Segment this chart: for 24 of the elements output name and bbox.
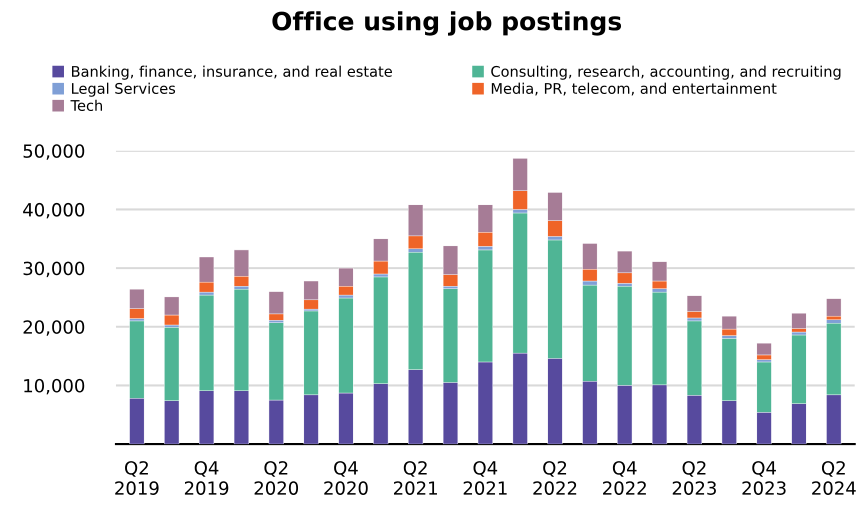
y-tick-label: 10,000 [24,378,84,394]
x-tick-label: Q4 2021 [464,461,507,495]
x-tick-label: Q2 2020 [254,461,298,495]
x-tick-label: Q4 2023 [742,461,786,495]
x-tick-label: Q2 2024 [812,461,856,495]
x-tick-label: Q2 2023 [672,461,716,495]
x-tick-label: Q4 2022 [603,461,646,495]
bar [791,313,806,329]
legend-label: Tech [70,100,102,111]
x-tick-label: Q4 2019 [184,461,228,495]
x-tick-label: Q2 2019 [115,461,159,495]
x-tick-label: Q4 2020 [324,461,368,495]
y-tick-label: 40,000 [23,202,84,218]
y-tick-label: 50,000 [24,144,84,160]
legend-label: Consulting, research, accounting, and recruiting [491,66,840,80]
y-tick-label: 30,000 [24,262,84,278]
bar [826,298,842,316]
x-tick-label: Q2 2022 [533,461,576,495]
y-tick-label: 20,000 [24,320,84,336]
legend-label: Banking, finance, insurance, and real estate [72,66,392,80]
legend-label: Legal Services [72,82,176,97]
legend-label: Media, PR, telecom, and entertainment [492,82,777,96]
x-tick-label: Q2 2021 [394,461,437,495]
chart-title: Office using job postings [272,11,622,36]
